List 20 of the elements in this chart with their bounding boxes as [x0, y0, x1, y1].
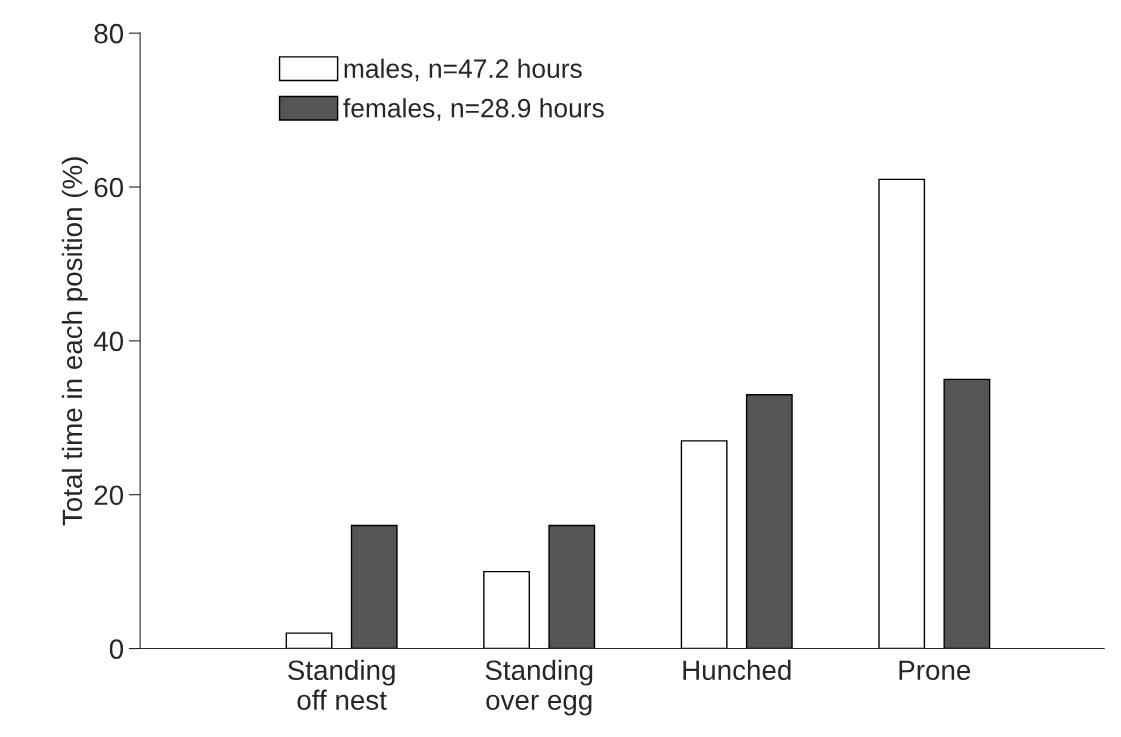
- y-tick-label: 0: [109, 639, 124, 659]
- y-tick-label: 60: [94, 177, 124, 198]
- x-tick-label: Standing off nest: [288, 659, 395, 710]
- x-tick-label: Hunched: [683, 659, 791, 681]
- bar: [680, 440, 728, 649]
- bar: [943, 378, 991, 649]
- bar: [350, 524, 398, 649]
- bar: [548, 524, 596, 649]
- x-tick-label: Standing over egg: [485, 659, 593, 716]
- bar: [483, 570, 530, 649]
- legend-label: females, n=28.9 hours: [343, 98, 604, 121]
- y-tick-label: 20: [94, 485, 124, 506]
- bar: [878, 178, 926, 649]
- bar: [745, 394, 793, 649]
- x-tick-label: Prone: [899, 660, 971, 681]
- y-tick-label: 80: [94, 23, 124, 44]
- legend-label: males, n=47.2 hours: [344, 58, 582, 82]
- y-tick-label: 40: [93, 331, 124, 352]
- bar: [285, 632, 333, 649]
- y-axis-title: Total time in each position (%): [61, 157, 88, 526]
